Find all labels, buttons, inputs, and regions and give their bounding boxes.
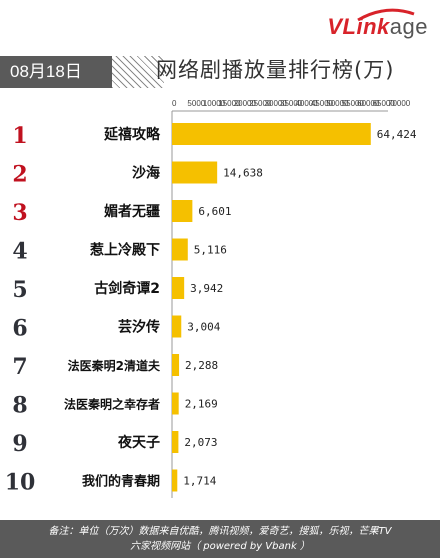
x-tick-label: 30000 bbox=[265, 99, 288, 108]
category-label: 古剑奇谭2 bbox=[94, 280, 160, 297]
category-label: 夜天子 bbox=[117, 434, 160, 451]
category-label: 沙海 bbox=[132, 165, 160, 182]
bar bbox=[172, 161, 218, 184]
bar bbox=[172, 200, 193, 222]
category-label: 延禧攻略 bbox=[103, 126, 161, 143]
rank-number: 7 bbox=[12, 354, 27, 380]
logo-swoosh-icon bbox=[357, 8, 415, 22]
bar bbox=[172, 315, 182, 338]
x-tick-label: 45000 bbox=[311, 99, 334, 108]
bar bbox=[172, 123, 371, 145]
vlinkage-logo: VLinkage bbox=[278, 8, 428, 48]
value-label: 2,073 bbox=[184, 436, 217, 449]
rank-number: 4 bbox=[12, 239, 27, 265]
date-badge: 08月18日 bbox=[0, 56, 114, 88]
value-label: 3,004 bbox=[187, 321, 220, 334]
x-tick-label: 40000 bbox=[295, 99, 318, 108]
x-tick-label: 35000 bbox=[280, 99, 303, 108]
value-label: 2,288 bbox=[185, 359, 218, 372]
x-tick-label: 0 bbox=[172, 99, 177, 108]
rank-number: 5 bbox=[12, 277, 27, 303]
x-tick-label: 70000 bbox=[388, 99, 411, 108]
x-tick-label: 50000 bbox=[326, 99, 349, 108]
value-label: 3,942 bbox=[190, 282, 223, 295]
bar bbox=[172, 392, 179, 415]
bar-chart: 0 500010000150002000025000300003500040000… bbox=[5, 99, 417, 498]
value-label: 1,714 bbox=[183, 475, 216, 488]
rank-number: 10 bbox=[5, 470, 36, 496]
x-tick-label: 20000 bbox=[234, 99, 257, 108]
logo-text: VLinkage bbox=[327, 14, 428, 39]
category-label: 法医秦明2清道夫 bbox=[68, 358, 161, 373]
footer-note-line2: 六家视频网站（ powered by Vbank ） bbox=[130, 541, 310, 552]
x-tick-label: 25000 bbox=[249, 99, 272, 108]
x-tick-label: 55000 bbox=[342, 99, 365, 108]
x-tick-label: 60000 bbox=[357, 99, 380, 108]
category-label: 我们的青春期 bbox=[82, 474, 160, 490]
bar bbox=[172, 277, 185, 299]
footer-note-line1: 备注：单位（万次）数据来自优酷，腾讯视频，爱奇艺，搜狐，乐视，芒果TV bbox=[48, 526, 392, 537]
rank-number: 9 bbox=[12, 431, 27, 457]
value-label: 14,638 bbox=[223, 167, 263, 180]
rank-number: 3 bbox=[12, 200, 27, 226]
x-tick-label: 15000 bbox=[218, 99, 241, 108]
x-tick-label: 65000 bbox=[373, 99, 396, 108]
rank-number: 8 bbox=[12, 393, 27, 419]
value-label: 6,601 bbox=[198, 205, 231, 218]
page-title: 网络剧播放量排行榜(万) bbox=[156, 58, 395, 82]
rank-number: 6 bbox=[12, 316, 27, 342]
date-badge-stripes bbox=[112, 56, 164, 88]
footer: 备注：单位（万次）数据来自优酷，腾讯视频，爱奇艺，搜狐，乐视，芒果TV 六家视频… bbox=[0, 520, 440, 558]
value-label: 5,116 bbox=[194, 244, 227, 257]
category-label: 惹上冷殿下 bbox=[89, 242, 160, 259]
category-label: 芸汐传 bbox=[118, 319, 160, 336]
rank-number: 2 bbox=[12, 162, 27, 188]
x-tick-label: 5000 bbox=[187, 99, 205, 108]
bar bbox=[172, 469, 178, 492]
bar bbox=[172, 431, 179, 453]
value-label: 2,169 bbox=[185, 398, 218, 411]
x-tick-label: 10000 bbox=[203, 99, 226, 108]
bar bbox=[172, 354, 180, 376]
category-label: 媚者无疆 bbox=[104, 203, 160, 220]
rank-number: 1 bbox=[12, 123, 27, 149]
category-label: 法医秦明之幸存者 bbox=[64, 397, 160, 412]
bar bbox=[172, 238, 188, 261]
value-label: 64,424 bbox=[377, 128, 417, 141]
